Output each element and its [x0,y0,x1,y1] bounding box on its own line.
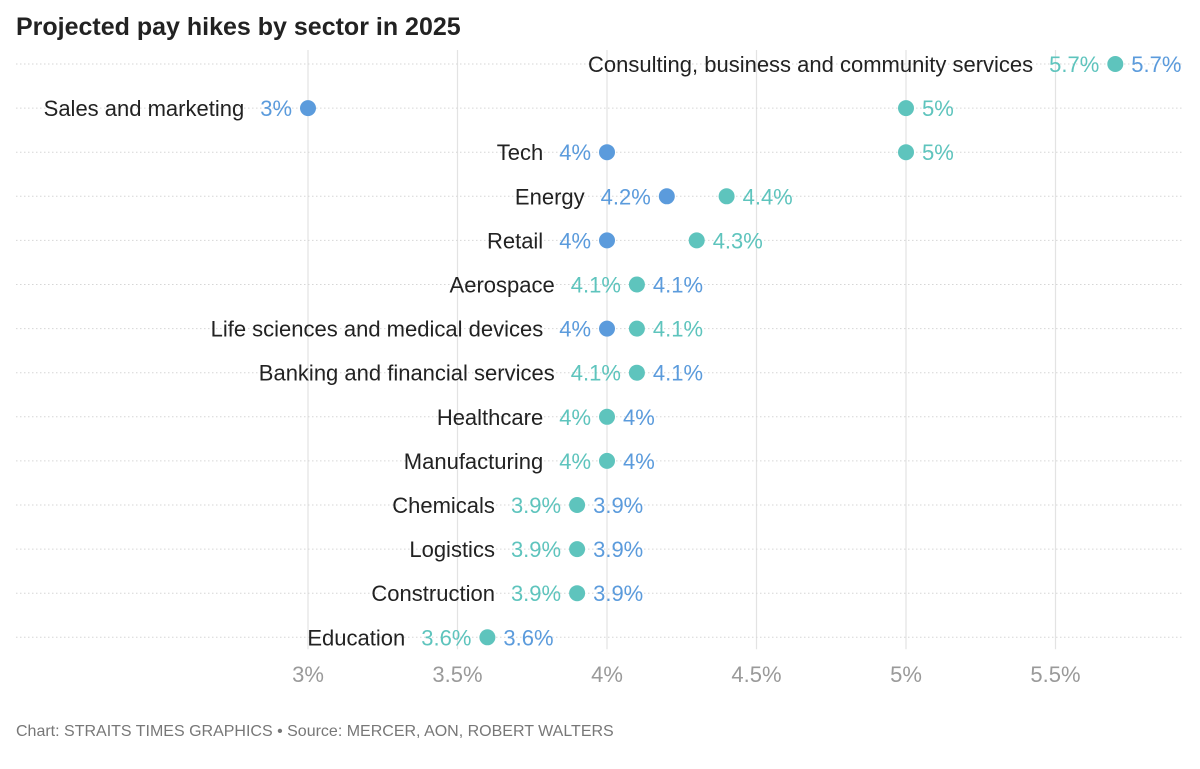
value-label-right: 4.1% [653,317,703,342]
high-dot [479,629,496,646]
category-label: Chemicals [392,493,495,518]
chart-title: Projected pay hikes by sector in 2025 [16,13,461,41]
high-dot [898,144,914,161]
row: 4% 4.3% Retail [487,228,763,253]
category-label: Consulting, business and community servi… [588,52,1033,77]
value-label-right: 3.6% [503,625,553,650]
low-dot [599,320,615,337]
row: 3.9% 3.9% Logistics [409,537,643,562]
rows: 5.7% 5.7% Consulting, business and communi… [44,52,1182,650]
low-dot [599,144,615,161]
category-label: Sales and marketing [44,96,245,121]
value-label-left: 4% [559,449,591,474]
category-label: Logistics [409,537,495,562]
high-dot [898,100,914,117]
category-label: Construction [371,581,495,606]
value-label-right: 5% [922,140,954,165]
value-label-left: 4.1% [571,361,621,386]
high-dot [599,452,615,469]
high-dot [628,364,645,381]
high-dot [718,188,735,205]
x-axis: 3% 3.5% 4% 4.5% 5% 5.5% [292,662,1080,687]
value-label-left: 4.2% [601,184,651,209]
x-tick-label: 5% [890,662,922,687]
row: 4% 5% Tech [497,140,954,165]
category-label: Healthcare [437,405,543,430]
value-label-left: 3% [260,96,292,121]
value-label-right: 3.9% [593,581,643,606]
value-label-left: 4% [559,140,591,165]
category-label: Retail [487,228,543,253]
value-label-left: 4% [559,405,591,430]
category-label: Manufacturing [404,449,543,474]
high-dot [569,497,586,513]
high-dot [1107,56,1124,72]
category-label: Banking and financial services [259,361,555,386]
value-label-right: 4.4% [743,184,793,209]
value-label-right: 4.3% [713,228,763,253]
value-label-right: 3.9% [593,493,643,518]
row: 4% 4% Manufacturing [404,449,655,474]
low-dot [599,232,615,249]
high-dot [628,276,645,293]
row: 3.9% 3.9% Construction [371,581,643,606]
value-label-right: 3.9% [593,537,643,562]
row: 3% 5% Sales and marketing [44,96,954,121]
value-label-left: 5.7% [1049,52,1099,77]
low-dot [658,188,675,205]
category-label: Energy [515,184,585,209]
chart-footer: Chart: STRAITS TIMES GRAPHICS • Source: … [16,723,614,740]
value-label-left: 3.9% [511,493,561,518]
high-dot [569,585,586,602]
value-label-left: 3.9% [511,581,561,606]
x-tick-label: 3.5% [432,662,482,687]
row: 4.2% 4.4% Energy [515,184,793,209]
high-dot [599,408,615,425]
value-label-left: 4.1% [571,273,621,298]
value-label-left: 3.6% [421,625,471,650]
row: 4.1% 4.1% Banking and financial services [259,361,703,386]
value-label-right: 4.1% [653,361,703,386]
row: 4% 4.1% Life sciences and medical devices [211,317,703,342]
x-tick-label: 3% [292,662,324,687]
category-label: Life sciences and medical devices [211,317,544,342]
row: 3.6% 3.6% Education [307,625,553,650]
high-dot [688,232,705,249]
row: 5.7% 5.7% Consulting, business and communi… [588,52,1181,77]
category-label: Education [307,625,405,650]
value-label-right: 4.1% [653,273,703,298]
value-label-left: 4% [559,317,591,342]
value-label-right: 4% [623,449,655,474]
category-label: Aerospace [450,273,555,298]
high-dot [569,541,586,558]
value-label-left: 4% [559,228,591,253]
x-tick-label: 4% [591,662,623,687]
value-label-right: 4% [623,405,655,430]
value-label-right: 5% [922,96,954,121]
high-dot [628,320,645,337]
value-label-left: 3.9% [511,537,561,562]
row: 4.1% 4.1% Aerospace [450,273,704,298]
row: 4% 4% Healthcare [437,405,655,430]
value-label-right: 5.7% [1131,52,1181,77]
category-label: Tech [497,140,543,165]
low-dot [300,100,316,117]
x-tick-label: 4.5% [731,662,781,687]
row: 3.9% 3.9% Chemicals [392,493,643,518]
x-tick-label: 5.5% [1030,662,1080,687]
